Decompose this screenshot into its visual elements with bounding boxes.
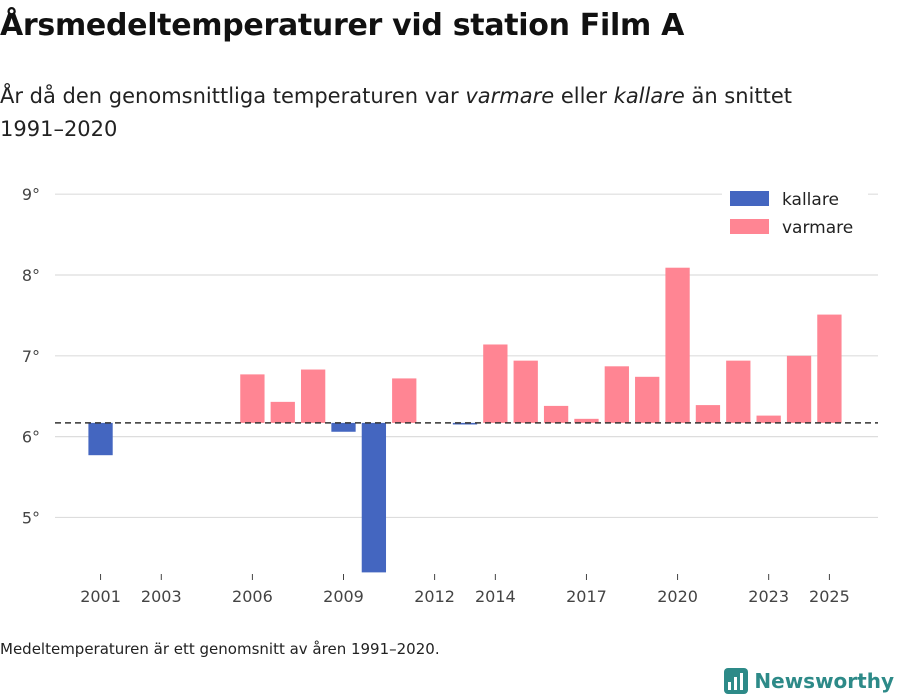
x-tick-label: 2017 <box>566 587 607 606</box>
bar-2007 <box>270 401 295 423</box>
bar-2019 <box>635 376 660 423</box>
brand-name: Newsworthy <box>754 669 894 693</box>
legend-label-warmer: varmare <box>782 218 853 238</box>
bars <box>88 267 842 573</box>
brand-logo: Newsworthy <box>724 668 894 694</box>
x-tick-label: 2012 <box>414 587 455 606</box>
y-tick-label: 6° <box>22 428 40 447</box>
legend-label-colder: kallare <box>782 190 839 210</box>
x-axis-labels: 2001 2003 2006 2009 2012 2014 2017 2020 2023 2025 <box>80 574 850 606</box>
bar-2023 <box>756 415 781 423</box>
x-tick-label: 2020 <box>657 587 698 606</box>
x-tick-label: 2014 <box>475 587 516 606</box>
gridlines <box>55 193 878 519</box>
subtitle-warmer: varmare <box>465 84 555 108</box>
bar-2021 <box>695 405 721 423</box>
y-tick-label: 7° <box>22 347 40 366</box>
bar-2016 <box>543 405 569 423</box>
x-tick-label: 2003 <box>141 587 182 606</box>
x-tick-label: 2006 <box>232 587 273 606</box>
y-tick-label: 8° <box>22 266 40 285</box>
newsworthy-logo-icon <box>724 668 749 694</box>
bar-2022 <box>726 360 751 423</box>
bar-2006 <box>240 374 265 423</box>
x-tick-label: 2023 <box>748 587 789 606</box>
chart-title: Årsmedeltemperaturer vid station Film A <box>0 8 684 43</box>
bar-2015 <box>513 360 538 423</box>
bar-2011 <box>392 378 417 423</box>
subtitle-part3: än snittet 1991–2020 <box>0 84 793 141</box>
bar-2017 <box>574 418 599 423</box>
x-tick-label: 2025 <box>809 587 850 606</box>
bar-2008 <box>300 369 326 423</box>
bar-2025 <box>817 314 842 423</box>
bar-2020 <box>665 267 690 423</box>
legend-swatch-colder <box>730 191 769 206</box>
bar-2013 <box>452 422 478 425</box>
legend: kallare varmare <box>722 184 868 246</box>
bar-2001 <box>88 422 113 456</box>
bar-2014 <box>483 344 508 423</box>
chart-subtitle: År då den genomsnittliga temperaturen va… <box>0 80 860 146</box>
x-tick-label: 2009 <box>323 587 364 606</box>
x-tick-label: 2001 <box>80 587 121 606</box>
subtitle-colder: kallare <box>613 84 685 108</box>
y-tick-label: 5° <box>22 508 40 527</box>
bar-2009 <box>331 422 356 432</box>
subtitle-part2: eller <box>554 84 614 108</box>
subtitle-part1: År då den genomsnittliga temperaturen va… <box>0 84 466 108</box>
bar-2024 <box>786 355 812 423</box>
y-axis-labels: 5° 6° 7° 8° 9° <box>22 185 40 527</box>
legend-swatch-warmer <box>730 219 769 234</box>
y-tick-label: 9° <box>22 185 40 204</box>
bar-2018 <box>604 366 629 423</box>
temperature-bar-chart: 5°6°7°8°9° Medeltemperatur 1991–2020 200… <box>22 184 878 606</box>
bar-2010 <box>361 422 387 573</box>
footnote: Medeltemperaturen är ett genomsnitt av å… <box>0 640 440 658</box>
